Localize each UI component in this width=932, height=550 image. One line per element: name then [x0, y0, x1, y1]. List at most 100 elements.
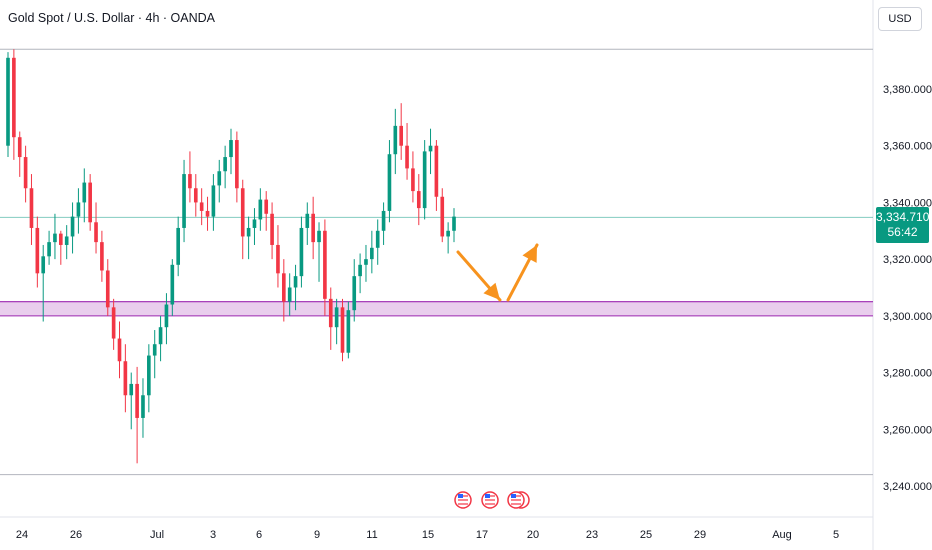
price-tick-label: 3,380.000	[883, 84, 932, 96]
price-tick-label: 3,340.000	[883, 197, 932, 209]
candle-body	[334, 307, 339, 328]
support-zone-fill[interactable]	[0, 301, 873, 316]
price-tick-label: 3,260.000	[883, 424, 932, 436]
time-tick-label: 26	[70, 529, 82, 541]
candle-body	[411, 168, 415, 192]
candle-body	[152, 344, 157, 356]
candle-body	[264, 199, 269, 214]
candle	[323, 219, 327, 316]
candle	[264, 191, 269, 231]
candle-body	[47, 242, 51, 257]
candle-body	[117, 338, 122, 362]
candle-body	[270, 213, 274, 245]
candle	[364, 244, 368, 282]
candle-body	[393, 125, 398, 155]
candle-body	[199, 202, 204, 211]
us-flag-event-icon[interactable]	[454, 491, 472, 509]
candle-body	[346, 310, 351, 353]
candle	[135, 366, 139, 464]
us-flag-event-icon[interactable]	[507, 491, 530, 509]
candle-body	[440, 196, 445, 237]
projection-arrow-up[interactable]	[506, 243, 539, 302]
candle	[147, 344, 151, 413]
currency-button[interactable]: USD	[878, 7, 922, 31]
time-tick-label: 15	[422, 529, 434, 541]
candle	[375, 219, 380, 265]
price-axis-panel[interactable]	[873, 0, 932, 550]
candle	[334, 298, 339, 345]
candle-body	[293, 276, 298, 288]
candle-body	[364, 259, 368, 265]
candle-body	[188, 174, 192, 189]
candle-body	[111, 307, 116, 339]
candle	[346, 301, 351, 359]
candle-body	[6, 57, 10, 146]
candle	[164, 293, 169, 345]
candle-body	[258, 199, 263, 220]
candle	[217, 159, 222, 203]
candle	[117, 321, 122, 379]
candle-body	[135, 383, 139, 418]
candle-body	[129, 383, 134, 396]
arrow-head	[483, 282, 500, 300]
candle-body	[100, 242, 104, 271]
candle-body	[240, 188, 245, 237]
support-zone[interactable]	[0, 301, 873, 317]
candle-body	[229, 140, 233, 158]
candle	[193, 174, 198, 217]
candle	[158, 315, 163, 362]
candle	[235, 131, 239, 203]
candle	[281, 259, 286, 322]
candle-body	[422, 151, 427, 209]
time-tick-label: 20	[527, 529, 539, 541]
price-tick-label: 3,320.000	[883, 254, 932, 266]
candle-body	[317, 230, 321, 243]
economic-events[interactable]	[454, 491, 530, 509]
candle	[411, 151, 415, 203]
horizontal-lines[interactable]	[0, 48, 873, 476]
time-tick-label: 24	[16, 529, 28, 541]
candle-body	[375, 230, 380, 248]
candle-body	[399, 125, 404, 146]
candle	[328, 287, 333, 350]
candle-body	[217, 171, 222, 186]
candle-body	[387, 154, 392, 211]
candle-body	[123, 361, 128, 396]
candle	[41, 244, 46, 322]
candle	[64, 225, 69, 260]
candle	[452, 208, 456, 243]
candle-body	[64, 236, 69, 245]
candle	[82, 168, 87, 223]
candle	[370, 230, 374, 274]
time-tick-label: 17	[476, 529, 488, 541]
price-tick-label: 3,360.000	[883, 141, 932, 153]
candle-body	[41, 256, 46, 274]
time-tick-label: 11	[366, 529, 377, 541]
candle	[76, 188, 81, 234]
candle-body	[299, 227, 304, 277]
candle	[17, 131, 22, 177]
candle	[58, 230, 63, 265]
candle	[211, 174, 216, 231]
projection-arrows[interactable]	[456, 243, 539, 302]
candle	[258, 188, 263, 231]
current-price-label: 3,334.710	[876, 210, 930, 224]
us-flag-event-icon[interactable]	[481, 491, 499, 509]
candle-body	[311, 213, 315, 243]
time-tick-label: 3	[210, 529, 216, 541]
candle	[405, 123, 409, 180]
candle	[340, 298, 345, 362]
time-tick-label: 9	[314, 529, 320, 541]
projection-arrow-down[interactable]	[456, 250, 502, 302]
time-tick-label: 23	[586, 529, 598, 541]
candle-body	[340, 307, 345, 353]
candle-body	[370, 247, 374, 260]
price-tick-label: 3,240.000	[883, 481, 932, 493]
candle-body	[305, 213, 310, 228]
candle-body	[446, 230, 450, 237]
candle-body	[76, 202, 81, 217]
candle	[434, 140, 439, 211]
candle	[305, 202, 310, 245]
candle-body	[105, 270, 110, 308]
